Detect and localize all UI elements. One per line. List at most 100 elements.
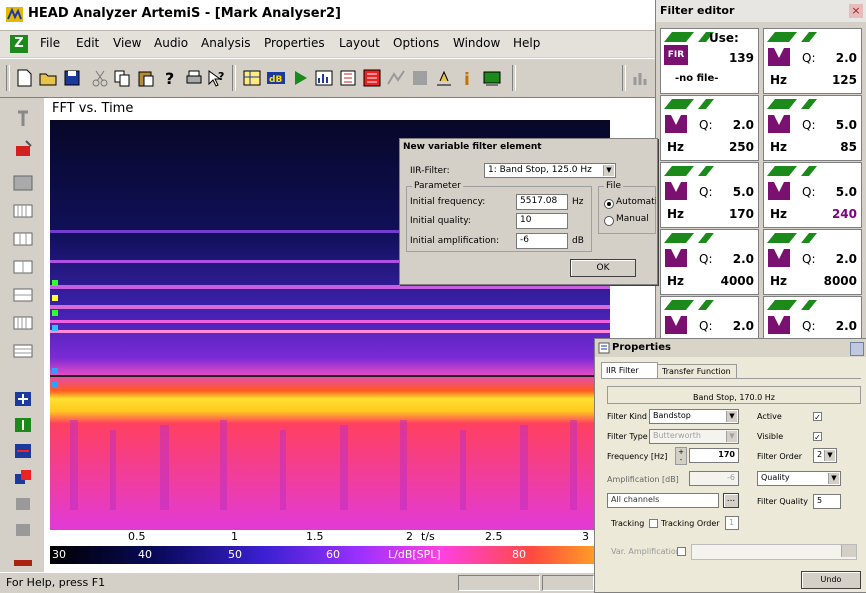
chart-icon[interactable] (632, 68, 652, 88)
cell-param-label: Q: (699, 118, 713, 132)
menu-view[interactable]: View (113, 36, 142, 50)
active-checkbox[interactable]: ✓ (813, 412, 822, 422)
filter-cell[interactable]: Q: 2.0 Hz 4000 (660, 229, 759, 295)
cell-param-label: Use: (709, 31, 739, 45)
filter-cell[interactable]: Q: 5.0 Hz 85 (763, 95, 862, 161)
colorbar-label: 40 (138, 548, 152, 561)
toolbar-grip (6, 65, 10, 91)
frequency-input[interactable]: 170 (689, 448, 739, 463)
help-icon[interactable] (850, 342, 864, 356)
visible-checkbox[interactable]: ✓ (813, 432, 822, 442)
ok-button[interactable]: OK (570, 259, 636, 277)
undo-button[interactable]: Undo (801, 571, 861, 589)
filter-cell[interactable]: Q: 5.0 Hz 170 (660, 162, 759, 228)
iir-filter-select[interactable]: 1: Band Stop, 125.0 Hz ▼ (484, 163, 616, 178)
menu-window[interactable]: Window (453, 36, 501, 50)
filter-order-select[interactable]: 2 ▼ (813, 448, 837, 463)
grid-6-icon[interactable] (12, 342, 34, 360)
zoom-horizontal-icon[interactable] (12, 442, 34, 460)
menu-options[interactable]: Options (393, 36, 440, 50)
export-icon[interactable] (434, 68, 454, 88)
filter-cell[interactable]: Q: 5.0 Hz 240 (763, 162, 862, 228)
channels-button[interactable]: ... (723, 493, 739, 508)
play-icon[interactable] (290, 68, 310, 88)
tab-transfer-function[interactable]: Transfer Function (657, 364, 737, 379)
document-icon[interactable]: Z (10, 35, 28, 53)
grid-4-icon[interactable] (12, 286, 34, 304)
db-icon[interactable]: dB (266, 68, 286, 88)
radio-automatic[interactable] (604, 199, 614, 209)
tab-iir-filter[interactable]: IIR Filter (601, 362, 658, 379)
tracking-checkbox[interactable] (649, 519, 658, 528)
plot-title: FFT vs. Time (52, 101, 134, 116)
layout-icon[interactable] (12, 174, 34, 192)
menu-layout[interactable]: Layout (339, 36, 380, 50)
tracking-order-input[interactable]: 1 (725, 516, 739, 530)
toolbar: ? ? dB i (0, 58, 655, 98)
filter-cell[interactable]: FIR Use: 139 -no file- (660, 28, 759, 94)
grid-1-icon[interactable] (12, 202, 34, 220)
filter-kind-value: Bandstop (653, 411, 691, 420)
initial-amplification-input[interactable]: -6 (516, 233, 568, 249)
grid-3-icon[interactable] (12, 258, 34, 276)
colorbar-label: 30 (52, 548, 66, 561)
shape-1-icon[interactable] (12, 494, 34, 512)
initial-frequency-label: Initial frequency: (410, 197, 486, 207)
radio-manual[interactable] (604, 216, 614, 226)
shape-2-icon[interactable] (12, 520, 34, 538)
display-icon[interactable] (482, 68, 502, 88)
menu-analysis[interactable]: Analysis (201, 36, 251, 50)
var-amplification-checkbox[interactable] (677, 547, 686, 556)
marker-icon[interactable] (338, 68, 358, 88)
save-icon[interactable] (62, 68, 82, 88)
var-amplification-slider[interactable] (691, 544, 857, 560)
zoom-vertical-icon[interactable] (12, 416, 34, 434)
menu-file[interactable]: File (40, 36, 61, 50)
close-icon[interactable]: × (849, 4, 863, 18)
filter-cell[interactable]: Q: 2.0 Hz 8000 (763, 229, 862, 295)
initial-frequency-input[interactable]: 5517.08 (516, 194, 568, 210)
paste-icon[interactable] (136, 68, 156, 88)
eraser-icon[interactable] (12, 140, 34, 158)
filter-kind-select[interactable]: Bandstop ▼ (649, 409, 739, 424)
grid-5-icon[interactable] (12, 314, 34, 332)
channels-select[interactable]: All channels (607, 493, 719, 508)
menu-audio[interactable]: Audio (154, 36, 189, 50)
cut-icon[interactable] (90, 68, 110, 88)
filter-cell[interactable]: Q: 2.0 Hz 125 (763, 28, 862, 94)
move-icon[interactable] (12, 468, 34, 486)
filter-cell[interactable]: Q: 2.0 Hz 250 (660, 95, 759, 161)
context-help-icon[interactable]: ? (206, 68, 226, 88)
toolbar-separator (232, 65, 236, 91)
new-file-icon[interactable] (14, 68, 34, 88)
copy-icon[interactable] (112, 68, 132, 88)
scroll-icon[interactable] (12, 550, 34, 568)
info-icon[interactable]: i (458, 68, 478, 88)
spectrum-grid-icon[interactable] (242, 68, 262, 88)
menu-properties[interactable]: Properties (264, 36, 325, 50)
zoom-icon[interactable] (12, 390, 34, 408)
level-bar-icon (767, 99, 817, 109)
filter-quality-input[interactable]: 5 (813, 494, 841, 509)
analyzer-icon[interactable] (314, 68, 334, 88)
tab-divider (601, 378, 861, 379)
curve-icon[interactable] (386, 68, 406, 88)
quality-select[interactable]: Quality ▼ (757, 471, 841, 486)
frequency-spinner[interactable]: + - (675, 447, 687, 465)
print-icon[interactable] (184, 68, 204, 88)
grid-2-icon[interactable] (12, 230, 34, 248)
filter-type-select[interactable]: Butterworth ▼ (649, 429, 739, 444)
initial-quality-input[interactable]: 10 (516, 213, 568, 229)
open-folder-icon[interactable] (38, 68, 58, 88)
level-bar-icon (767, 300, 817, 310)
filter-icon[interactable] (362, 68, 382, 88)
amplification-input[interactable]: -6 (689, 471, 739, 486)
help-icon[interactable]: ? (160, 68, 180, 88)
pin-icon[interactable] (12, 110, 34, 128)
cell-frequency-value: 4000 (720, 274, 754, 288)
filter-header-text: Band Stop, 170.0 Hz (692, 393, 775, 402)
block-icon[interactable] (410, 68, 430, 88)
menu-help[interactable]: Help (513, 36, 541, 50)
chevron-down-icon: ▼ (726, 431, 737, 442)
menu-edit[interactable]: Edit (76, 36, 100, 50)
